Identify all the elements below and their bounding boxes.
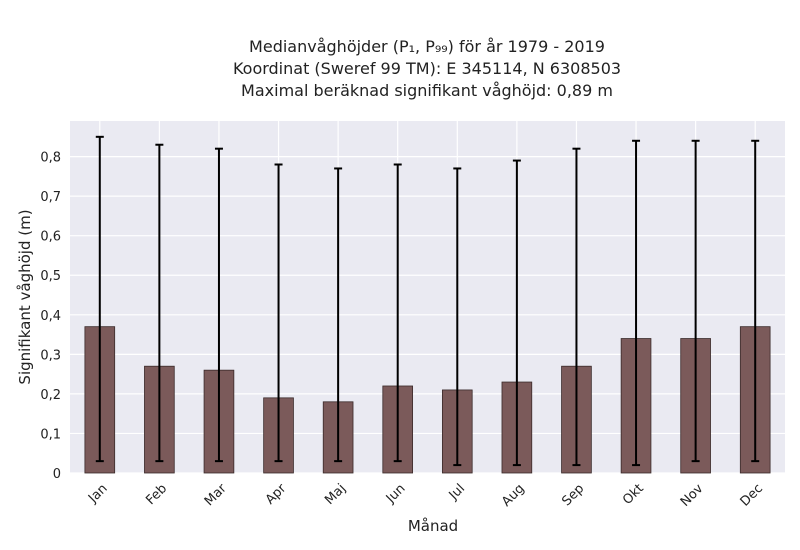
- x-tick-label: Okt: [620, 481, 647, 508]
- x-tick-label: Apr: [263, 481, 290, 508]
- x-tick-label: Aug: [499, 481, 528, 510]
- x-tick-label: Jun: [383, 481, 409, 507]
- y-tick-label: 0,5: [40, 269, 61, 284]
- title-line-3: Maximal beräknad signifikant våghöjd: 0,…: [241, 81, 613, 100]
- y-tick-label: 0,8: [40, 151, 61, 166]
- x-tick-label: Mar: [202, 481, 230, 509]
- chart-title: Medianvåghöjder (P₁, P₉₉) för år 1979 - …: [233, 37, 621, 100]
- y-tick-label: 0,3: [40, 348, 61, 363]
- y-tick-label: 0,7: [40, 190, 61, 205]
- error-bars: [95, 135, 760, 467]
- y-tick-label: 0,4: [40, 309, 61, 324]
- x-tick-label: Feb: [143, 481, 170, 508]
- x-tick-label: Nov: [678, 481, 707, 510]
- title-line-1: Medianvåghöjder (P₁, P₉₉) för år 1979 - …: [249, 37, 605, 56]
- x-axis-ticks: Jan Feb Mar Apr Maj Jun Jul Aug Sep Okt Nov Dec: [85, 481, 766, 510]
- x-tick-label: Sep: [559, 481, 587, 509]
- y-tick-label: 0: [53, 467, 61, 482]
- x-tick-label: Dec: [738, 481, 766, 509]
- y-tick-label: 0,6: [40, 230, 61, 245]
- y-tick-label: 0,1: [40, 427, 61, 442]
- y-axis-ticks: 0 0,1 0,2 0,3 0,4 0,5 0,6 0,7 0,8: [40, 151, 61, 482]
- x-tick-label: Maj: [322, 481, 349, 508]
- y-axis-label: Signifikant våghöjd (m): [16, 209, 34, 384]
- plot-area: [70, 121, 785, 473]
- x-tick-label: Jan: [85, 481, 110, 506]
- title-line-2: Koordinat (Sweref 99 TM): E 345114, N 63…: [233, 59, 621, 78]
- x-tick-label: Jul: [446, 481, 468, 503]
- y-tick-label: 0,2: [40, 388, 61, 403]
- x-axis-label: Månad: [408, 517, 458, 535]
